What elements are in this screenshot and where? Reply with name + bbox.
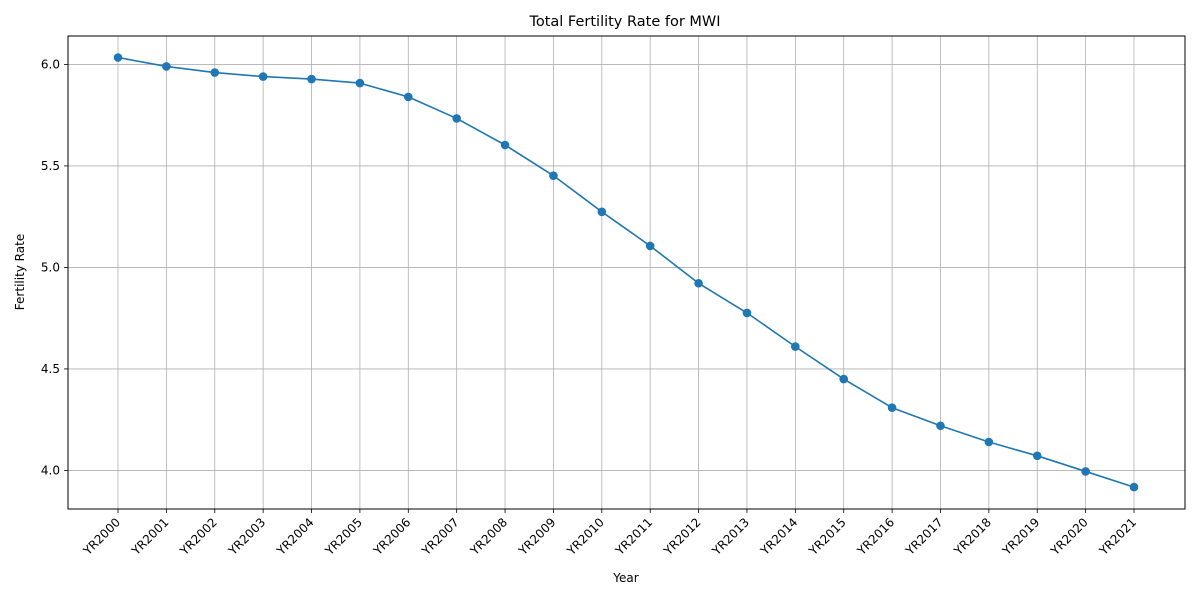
x-tick-label: YR2007	[418, 515, 461, 558]
x-tick-label: YR2021	[1096, 515, 1139, 558]
x-tick-label: YR2003	[225, 515, 268, 558]
series-line	[117, 56, 1135, 488]
y-axis-title: Fertility Rate	[13, 234, 27, 310]
data-point	[597, 207, 607, 217]
x-tick-label: YR2011	[612, 515, 655, 558]
x-tick-label: YR2017	[902, 515, 945, 558]
x-tick-label: YR2014	[757, 515, 800, 558]
x-tick-label: YR2013	[709, 515, 752, 558]
data-point	[839, 374, 849, 384]
x-tick-label: YR2009	[515, 515, 558, 558]
data-point	[887, 403, 897, 413]
x-tick-label: YR2020	[1047, 515, 1090, 558]
data-point	[549, 171, 558, 180]
data-point	[162, 62, 171, 71]
data-point	[500, 140, 510, 150]
grid	[68, 36, 1185, 509]
x-tick-label: YR2010	[564, 515, 607, 558]
series-layer	[113, 53, 1139, 492]
x-tick-label: YR2006	[370, 515, 413, 558]
y-axis: 4.0 4.5 5.0 5.5 6.0	[41, 57, 68, 477]
y-tick-label: 4.0	[41, 463, 60, 477]
x-axis-title: Year	[612, 571, 638, 585]
data-point	[645, 241, 655, 251]
data-point	[791, 342, 800, 351]
data-point	[936, 421, 945, 431]
y-tick-label: 5.0	[41, 260, 60, 274]
data-point	[403, 92, 413, 102]
x-tick-label: YR2001	[128, 515, 171, 558]
x-tick-label: YR2015	[806, 515, 849, 558]
y-tick-label: 4.5	[41, 362, 60, 376]
x-tick-label: YR2019	[999, 515, 1042, 558]
data-point	[1032, 451, 1042, 461]
y-tick-label: 6.0	[41, 57, 60, 71]
chart-title: Total Fertility Rate for MWI	[528, 14, 720, 30]
data-point	[307, 74, 316, 84]
data-point	[742, 308, 752, 318]
x-axis: YR2000 YR2001 YR2002 YR2003 YR2004 YR2005 YR20…	[80, 509, 1139, 559]
x-tick-label: YR2016	[854, 515, 897, 558]
data-point	[210, 68, 220, 77]
x-tick-label: YR2005	[322, 515, 365, 558]
x-tick-label: YR2018	[951, 515, 994, 558]
x-tick-label: YR2004	[273, 515, 316, 558]
data-point	[258, 72, 268, 81]
data-point	[694, 278, 703, 288]
data-point	[1081, 467, 1090, 476]
y-tick-label: 5.5	[41, 159, 60, 173]
data-point	[113, 53, 123, 62]
data-point	[984, 437, 994, 447]
data-point	[355, 78, 365, 88]
x-tick-label: YR2000	[80, 515, 123, 558]
data-point	[1129, 482, 1139, 492]
plot-area-frame	[67, 35, 1186, 510]
data-point	[452, 114, 461, 123]
x-tick-label: YR2008	[467, 515, 510, 558]
x-tick-label: YR2012	[660, 515, 703, 558]
x-tick-label: YR2002	[177, 515, 220, 558]
